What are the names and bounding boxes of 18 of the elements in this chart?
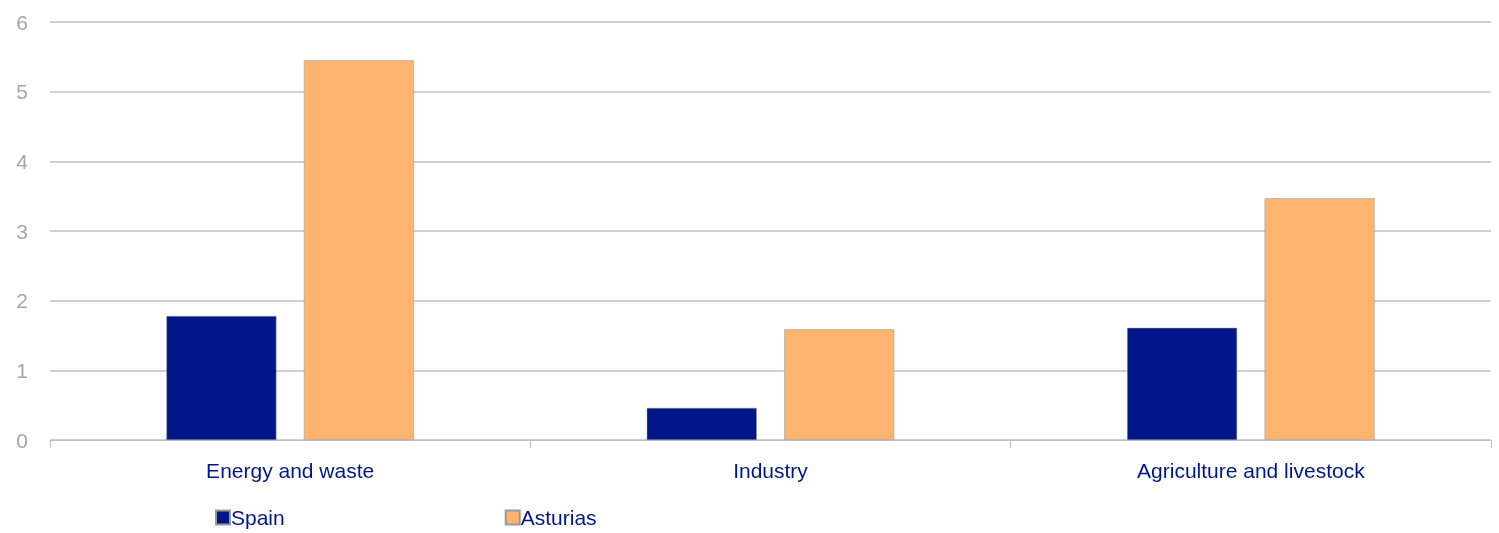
bar [646, 407, 757, 440]
bar [1127, 327, 1238, 440]
bar [784, 329, 895, 440]
bar [303, 60, 414, 440]
y-tick-label: 2 [16, 289, 28, 313]
x-tick-label: Energy and waste [206, 459, 375, 482]
bar [1264, 198, 1375, 440]
legend-label: Spain [231, 506, 285, 529]
bar [166, 315, 277, 440]
y-tick-label: 1 [16, 358, 28, 382]
y-tick-label: 4 [16, 149, 29, 173]
y-tick-label: 0 [16, 428, 28, 452]
x-tick-label: Agriculture and livestock [1137, 459, 1366, 482]
legend-label: Asturias [520, 506, 597, 529]
y-tick-label: 6 [16, 10, 28, 34]
x-tick-label: Industry [733, 459, 809, 482]
y-tick-label: 3 [16, 219, 28, 243]
y-tick-label: 5 [16, 80, 28, 104]
